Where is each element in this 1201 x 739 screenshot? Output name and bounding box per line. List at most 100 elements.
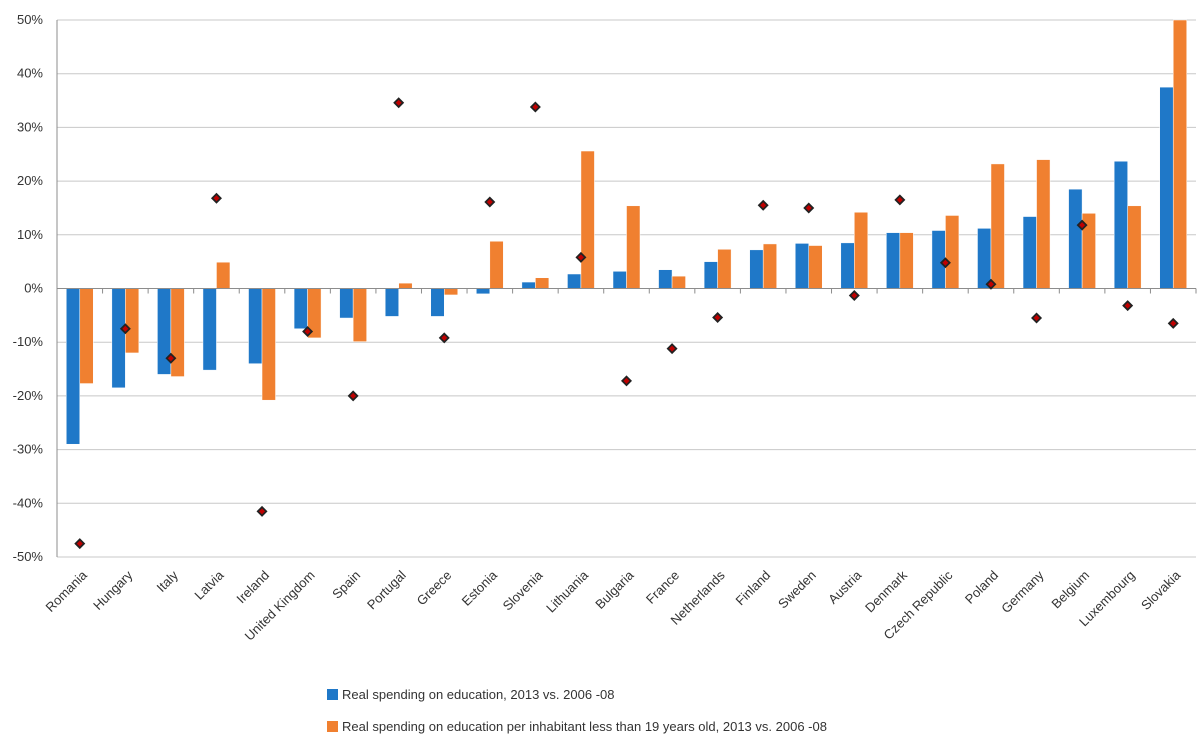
marker-point-inner [851, 292, 858, 299]
x-category-label: Latvia [191, 567, 227, 603]
marker-point-inner [805, 204, 812, 211]
marker-point-inner [213, 195, 220, 202]
bar-per-inhabitant [580, 150, 595, 289]
bar-real-spending [339, 288, 354, 319]
marker-point-inner [76, 540, 83, 547]
x-category-label: Lithuania [543, 567, 591, 615]
x-category-label: Germany [998, 567, 1047, 616]
marker-point-inner [714, 314, 721, 321]
bar-per-inhabitant [170, 288, 185, 377]
legend-label-series1: Real spending on education, 2013 vs. 200… [342, 687, 615, 702]
bar-real-spending [840, 242, 855, 289]
marker-point-inner [1033, 315, 1040, 322]
x-category-label: Hungary [90, 567, 136, 613]
bar-real-spending [202, 288, 217, 371]
bar-per-inhabitant [125, 288, 140, 354]
bar-real-spending [384, 288, 399, 317]
bar-real-spending [1113, 160, 1128, 289]
y-tick-label: 30% [17, 119, 43, 134]
bar-per-inhabitant [945, 215, 960, 289]
legend-swatch-blue [327, 689, 338, 700]
legend-item-series1: Real spending on education, 2013 vs. 200… [327, 687, 614, 702]
marker-point-inner [1170, 320, 1177, 327]
x-category-label: Romania [43, 567, 91, 615]
x-category-label: Estonia [459, 567, 501, 609]
bar-real-spending [248, 288, 263, 364]
x-category-label: Greece [414, 568, 455, 609]
bar-per-inhabitant [352, 288, 367, 342]
marker-point-inner [532, 103, 539, 110]
x-category-label: Ireland [233, 568, 272, 607]
y-tick-label: -10% [13, 334, 44, 349]
y-tick-label: 0% [24, 281, 43, 296]
bar-real-spending [293, 288, 308, 330]
bar-real-spending [658, 269, 673, 289]
bar-real-spending [521, 281, 536, 289]
x-category-label: Slovenia [500, 567, 546, 613]
bar-real-spending [1068, 188, 1083, 289]
bar-real-spending [430, 288, 445, 317]
bar-real-spending [1022, 216, 1037, 289]
marker-point-inner [167, 355, 174, 362]
bar-per-inhabitant [808, 245, 823, 289]
y-tick-label: -20% [13, 388, 44, 403]
bar-per-inhabitant [990, 163, 1005, 289]
bar-real-spending [612, 271, 627, 289]
marker-point-inner [395, 99, 402, 106]
x-category-label: Italy [154, 567, 182, 595]
y-tick-label: -30% [13, 442, 44, 457]
bar-per-inhabitant [899, 232, 914, 289]
marker-point-inner [623, 377, 630, 384]
bar-real-spending [567, 273, 582, 289]
marker-point-inner [441, 334, 448, 341]
marker-point-inner [669, 345, 676, 352]
x-category-label: Slovakia [1138, 567, 1184, 613]
bar-per-inhabitant [1172, 19, 1187, 289]
marker-point-inner [942, 259, 949, 266]
marker-point-inner [577, 254, 584, 261]
legend-label-series2: Real spending on education per inhabitan… [342, 719, 827, 734]
marker-point-inner [304, 328, 311, 335]
x-category-label: Belgium [1048, 568, 1092, 612]
bar-per-inhabitant [854, 211, 869, 289]
bar-per-inhabitant [444, 288, 459, 296]
legend-item-series2: Real spending on education per inhabitan… [327, 719, 827, 734]
x-category-label: Finland [733, 568, 774, 609]
y-tick-label: -40% [13, 495, 44, 510]
bar-real-spending [749, 249, 764, 289]
x-category-label: Poland [962, 568, 1001, 607]
x-category-label: Sweden [775, 568, 819, 612]
y-tick-label: 50% [17, 12, 43, 27]
bar-per-inhabitant [216, 261, 231, 289]
marker-point-inner [896, 196, 903, 203]
bar-real-spending [794, 243, 809, 289]
bar-real-spending [476, 288, 491, 295]
bar-real-spending [111, 288, 126, 389]
x-category-label: Bulgaria [592, 567, 637, 612]
marker-point-inner [259, 508, 266, 515]
bar-per-inhabitant [398, 282, 413, 289]
marker-point-inner [1124, 302, 1131, 309]
x-category-label: Spain [329, 568, 363, 602]
bars [66, 19, 1187, 445]
marker-point-inner [1079, 222, 1086, 229]
bar-per-inhabitant [535, 277, 550, 289]
marker-point-inner [760, 202, 767, 209]
legend-swatch-orange [327, 721, 338, 732]
x-category-label: Austria [825, 567, 865, 607]
marker-point-inner [486, 199, 493, 206]
y-tick-label: 20% [17, 173, 43, 188]
y-axis-ticks: 50% 40% 30% 20% 10% 0% -10% -20% -30% -40% -50% [13, 12, 44, 564]
bar-real-spending [886, 232, 901, 289]
bar-per-inhabitant [79, 288, 94, 384]
bar-per-inhabitant [762, 243, 777, 289]
x-category-label: France [643, 568, 682, 607]
bar-real-spending [977, 228, 992, 289]
markers [74, 97, 1179, 550]
bar-per-inhabitant [1036, 159, 1051, 289]
bar-real-spending [703, 261, 718, 289]
marker-point-inner [122, 325, 129, 332]
bar-per-inhabitant [489, 240, 504, 289]
